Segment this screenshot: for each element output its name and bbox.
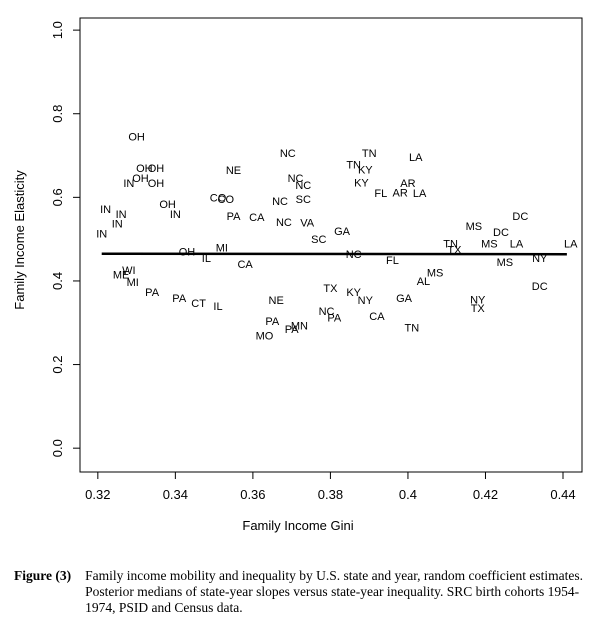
point-label: DC: [512, 211, 528, 223]
point-label: TN: [346, 159, 361, 171]
x-tick-label: 0.34: [163, 487, 188, 502]
point-label: AR: [400, 178, 415, 190]
point-label: PA: [227, 211, 242, 223]
point-label: SC: [311, 234, 326, 246]
x-tick-label: 0.32: [85, 487, 110, 502]
y-tick-label: 0.8: [50, 105, 65, 123]
point-label: OH: [159, 199, 176, 211]
y-tick-label: 0.2: [50, 356, 65, 374]
point-label: TX: [471, 303, 486, 315]
point-label: CA: [249, 212, 265, 224]
point-label: IN: [112, 218, 123, 230]
x-tick-label: 0.36: [240, 487, 265, 502]
point-label: CO: [210, 192, 227, 204]
point-label: MS: [497, 257, 514, 269]
point-label: OH: [148, 178, 165, 190]
point-label: NC: [276, 217, 292, 229]
point-label: NE: [269, 295, 284, 307]
point-label: NY: [470, 294, 486, 306]
point-label: NC: [319, 306, 335, 318]
point-label: CA: [237, 259, 253, 271]
point-label: CO: [218, 194, 235, 206]
plot-frame: [79, 17, 583, 473]
point-label: NY: [532, 253, 548, 265]
point-label: AL: [417, 276, 430, 288]
point-label: LA: [413, 188, 427, 200]
point-label: PA: [145, 287, 160, 299]
point-label: CA: [369, 311, 385, 323]
point-label: IN: [170, 209, 181, 221]
y-tick-label: 0.4: [50, 272, 65, 290]
point-label: KY: [354, 177, 369, 189]
point-label: PA: [265, 316, 280, 328]
point-label: NC: [295, 180, 311, 192]
y-tick-label: 0.6: [50, 188, 65, 206]
point-label: OH: [136, 163, 153, 175]
point-label: MI: [127, 277, 139, 289]
point-label: PA: [172, 293, 187, 305]
x-tick-label: 0.44: [550, 487, 575, 502]
x-tick-label: 0.42: [473, 487, 498, 502]
point-label: SC: [296, 194, 311, 206]
chart: Family Income Gini Family Income Elastic…: [12, 17, 583, 533]
point-label: OH: [132, 173, 149, 185]
point-label: MI: [216, 243, 228, 255]
point-label: IN: [123, 178, 134, 190]
point-label: KY: [346, 287, 361, 299]
y-tick-label: 0.0: [50, 439, 65, 457]
x-tick-label: 0.4: [399, 487, 417, 502]
point-label: OH: [128, 131, 145, 143]
point-label: MS: [466, 221, 483, 233]
point-label: TN: [362, 148, 377, 160]
point-label: LA: [564, 238, 578, 250]
point-label: DC: [493, 227, 509, 239]
point-label: IL: [213, 301, 222, 313]
point-label: OH: [148, 163, 165, 175]
point-label: AR: [393, 187, 408, 199]
point-label: NC: [280, 148, 296, 160]
point-label: NC: [272, 196, 288, 208]
point-label: FL: [386, 255, 399, 267]
y-tick-label: 1.0: [50, 21, 65, 39]
point-label: DC: [532, 281, 548, 293]
point-label: PA: [327, 312, 342, 324]
point-label: NE: [226, 165, 241, 177]
point-label: MO: [256, 330, 274, 342]
point-label: LA: [510, 238, 524, 250]
point-label: NC: [288, 173, 304, 185]
point-label: GA: [334, 226, 351, 238]
point-label: TN: [404, 322, 419, 334]
point-label: GA: [396, 293, 413, 305]
point-label: TN: [443, 238, 458, 250]
point-label: IN: [116, 209, 127, 221]
point-label: ME: [113, 270, 130, 282]
caption-label: Figure (3): [14, 568, 72, 583]
point-label: TX: [323, 283, 338, 295]
point-label: MS: [481, 238, 498, 250]
point-label: TX: [447, 245, 462, 257]
point-label: KY: [358, 164, 373, 176]
point-label: IN: [96, 228, 107, 240]
point-label: PA: [285, 324, 300, 336]
caption-text: Family income mobility and inequality by…: [85, 568, 583, 615]
point-label: VA: [300, 217, 315, 229]
point-label: LA: [409, 152, 423, 164]
point-label: NY: [358, 295, 374, 307]
point-label: IL: [202, 253, 211, 265]
caption: Figure (3) Family income mobility and ine…: [14, 568, 584, 616]
point-label: MN: [291, 320, 308, 332]
point-label: FL: [374, 188, 387, 200]
point-label: MS: [427, 268, 444, 280]
y-axis-label: Family Income Elasticity: [12, 170, 27, 310]
x-axis-label: Family Income Gini: [242, 518, 353, 533]
point-label: IN: [100, 204, 111, 216]
x-tick-label: 0.38: [318, 487, 343, 502]
point-label: WI: [122, 265, 135, 277]
point-label: CT: [191, 298, 206, 310]
